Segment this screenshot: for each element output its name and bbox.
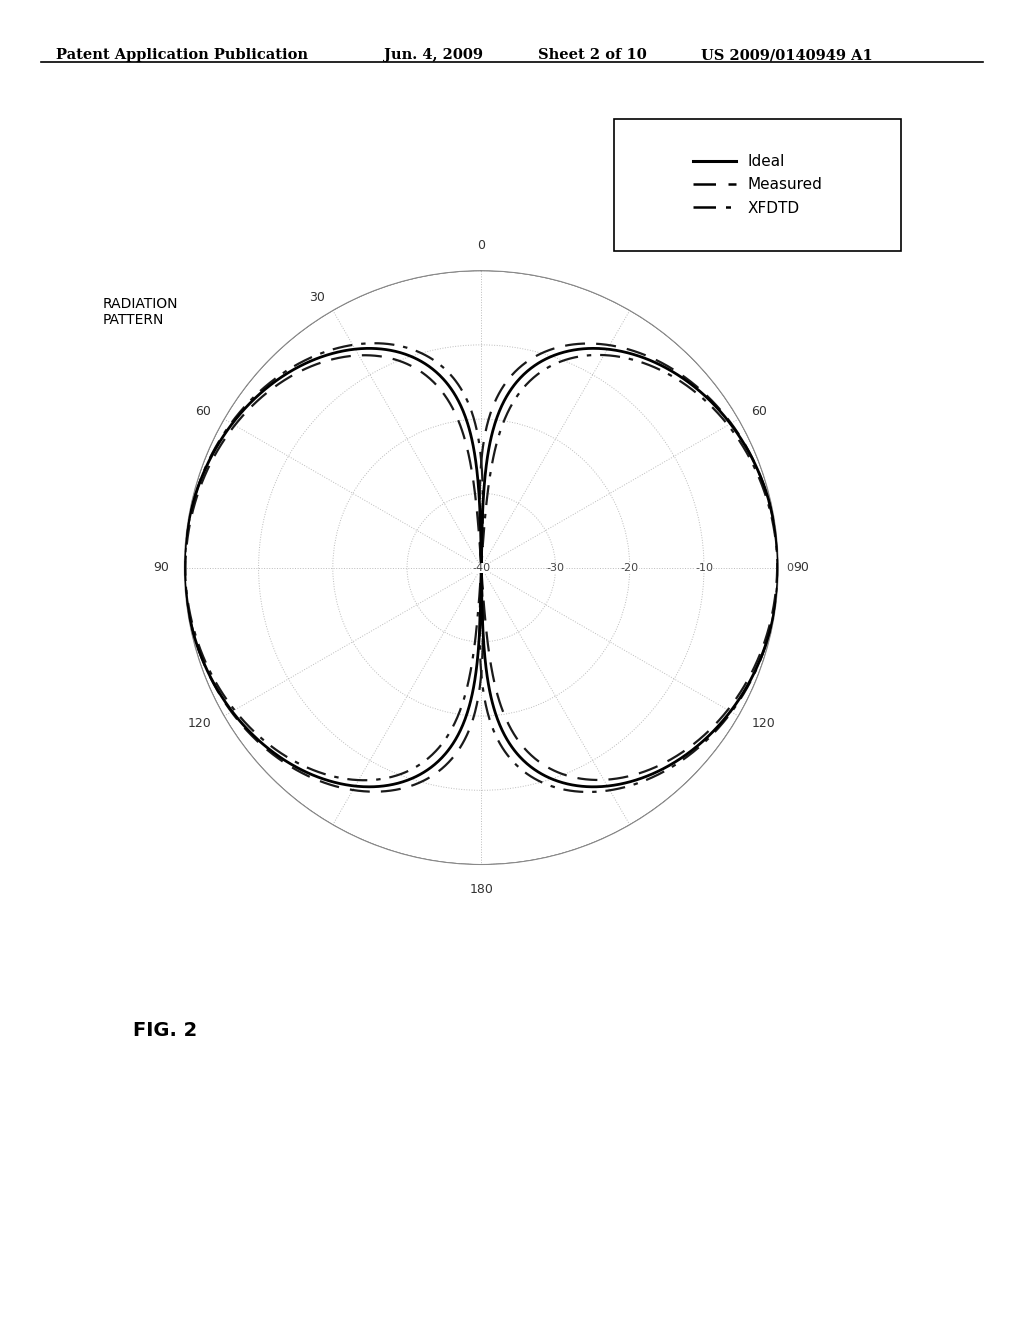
Text: 0: 0 xyxy=(785,562,793,573)
Text: 0: 0 xyxy=(477,239,485,252)
Text: 90: 90 xyxy=(154,561,169,574)
Text: 120: 120 xyxy=(187,717,211,730)
Text: -20: -20 xyxy=(621,562,639,573)
Text: Patent Application Publication: Patent Application Publication xyxy=(56,49,308,62)
Text: 30: 30 xyxy=(309,292,326,304)
FancyBboxPatch shape xyxy=(614,119,901,251)
Text: US 2009/0140949 A1: US 2009/0140949 A1 xyxy=(701,49,873,62)
Text: 120: 120 xyxy=(752,717,775,730)
Text: 90: 90 xyxy=(794,561,809,574)
Text: 180: 180 xyxy=(469,883,494,896)
Text: Sheet 2 of 10: Sheet 2 of 10 xyxy=(538,49,646,62)
Text: RADIATION
PATTERN: RADIATION PATTERN xyxy=(102,297,178,327)
Text: 60: 60 xyxy=(196,405,211,418)
Text: Jun. 4, 2009: Jun. 4, 2009 xyxy=(384,49,483,62)
Text: -30: -30 xyxy=(547,562,564,573)
Text: 60: 60 xyxy=(752,405,767,418)
Legend: Ideal, Measured, XFDTD: Ideal, Measured, XFDTD xyxy=(688,149,827,220)
Text: -40: -40 xyxy=(472,562,490,573)
Text: FIG. 2: FIG. 2 xyxy=(133,1022,198,1040)
Text: -10: -10 xyxy=(695,562,713,573)
